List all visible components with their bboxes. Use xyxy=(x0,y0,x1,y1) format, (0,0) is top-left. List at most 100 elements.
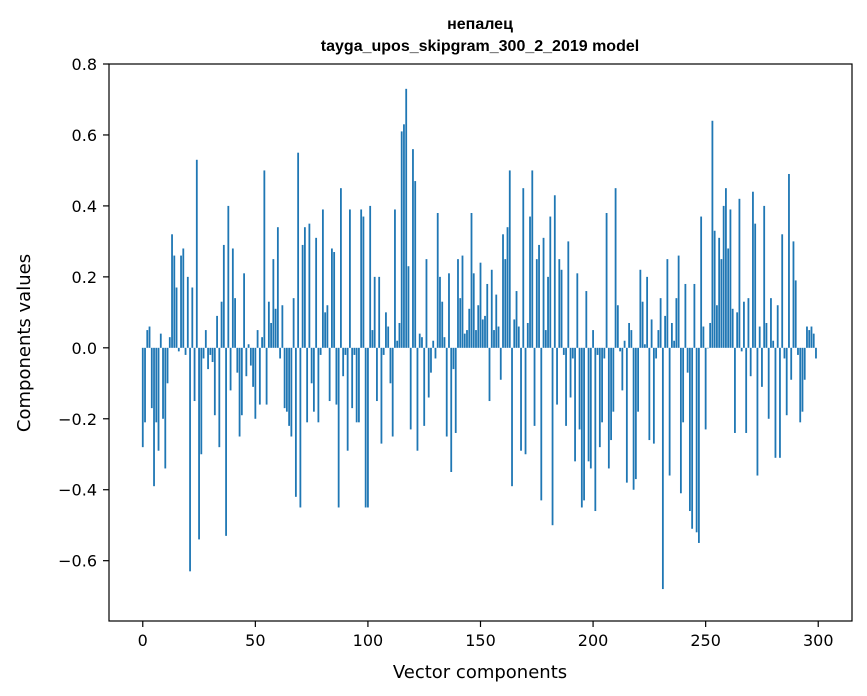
bar xyxy=(349,209,351,348)
bar xyxy=(263,170,266,348)
bar xyxy=(797,347,799,355)
bar xyxy=(466,330,468,348)
bar xyxy=(625,347,628,483)
bar xyxy=(619,347,621,352)
bar xyxy=(249,347,252,366)
bar xyxy=(623,340,626,348)
bar xyxy=(373,276,376,348)
bar xyxy=(677,255,680,348)
chart-title-word: непалец xyxy=(447,16,513,33)
bar xyxy=(261,337,264,348)
bar xyxy=(144,347,146,423)
bar xyxy=(454,347,457,433)
bar xyxy=(565,347,567,426)
y-tick-label: 0.6 xyxy=(72,126,97,145)
bar xyxy=(740,347,743,352)
bar xyxy=(668,347,671,476)
bar xyxy=(697,347,700,543)
bar xyxy=(423,347,426,426)
bar xyxy=(794,280,797,348)
bar xyxy=(367,347,369,508)
bar xyxy=(707,347,709,349)
bar xyxy=(186,276,189,348)
bar xyxy=(562,347,565,355)
bar xyxy=(157,347,160,451)
bar xyxy=(425,259,428,348)
x-tick-label: 250 xyxy=(690,631,721,650)
bar xyxy=(520,347,522,451)
bar xyxy=(571,347,574,359)
bar xyxy=(376,347,378,402)
bar xyxy=(682,347,685,423)
bar xyxy=(175,287,178,348)
bar xyxy=(430,347,432,373)
bar xyxy=(499,347,502,380)
bar xyxy=(421,337,423,348)
x-axis-label: Vector components xyxy=(393,662,567,683)
bar xyxy=(630,330,633,348)
bar xyxy=(448,273,450,348)
bar xyxy=(301,244,304,348)
bar xyxy=(166,347,169,384)
bar xyxy=(457,259,459,348)
bar xyxy=(477,305,480,348)
bar xyxy=(256,330,259,348)
bar xyxy=(495,294,498,348)
y-tick-label: 0.0 xyxy=(72,339,97,358)
bar xyxy=(655,347,658,359)
bar xyxy=(648,347,651,441)
bar xyxy=(342,347,345,377)
bar xyxy=(274,308,277,348)
bar xyxy=(553,195,556,348)
bar xyxy=(227,205,230,348)
bar xyxy=(673,340,676,348)
bar xyxy=(164,347,167,469)
bar xyxy=(486,283,489,348)
bar xyxy=(463,333,466,348)
bar xyxy=(195,159,198,348)
bar xyxy=(621,347,624,391)
bar xyxy=(279,347,282,359)
bar xyxy=(378,276,381,348)
bar xyxy=(441,301,444,348)
bar xyxy=(756,347,759,476)
bar xyxy=(695,347,698,533)
bar xyxy=(583,347,585,501)
bar xyxy=(632,347,635,490)
bar xyxy=(664,315,667,348)
bar xyxy=(506,227,509,348)
bar xyxy=(407,266,410,348)
bar xyxy=(412,149,414,348)
bar xyxy=(177,347,180,352)
bar xyxy=(603,347,606,359)
bar xyxy=(243,273,245,348)
bar xyxy=(180,255,182,348)
x-tick-label: 150 xyxy=(465,631,496,650)
bar xyxy=(779,347,781,458)
bar xyxy=(292,298,295,348)
bar xyxy=(752,191,754,348)
bar xyxy=(610,347,612,441)
bar xyxy=(535,259,538,348)
bar xyxy=(387,326,390,348)
bar xyxy=(758,326,761,348)
bar xyxy=(184,347,187,355)
bar xyxy=(754,223,757,348)
bar xyxy=(225,347,227,536)
bar xyxy=(394,209,396,348)
bar xyxy=(659,298,662,348)
bar xyxy=(468,308,471,348)
bar xyxy=(713,230,716,348)
bar xyxy=(781,234,784,348)
bar xyxy=(351,347,354,409)
bar xyxy=(310,347,313,384)
bar xyxy=(189,347,191,572)
bar xyxy=(162,347,164,419)
bar xyxy=(333,252,336,348)
bar xyxy=(155,347,158,423)
bar xyxy=(288,347,291,426)
bar xyxy=(470,213,473,348)
bar xyxy=(544,330,547,348)
bar xyxy=(204,330,207,348)
